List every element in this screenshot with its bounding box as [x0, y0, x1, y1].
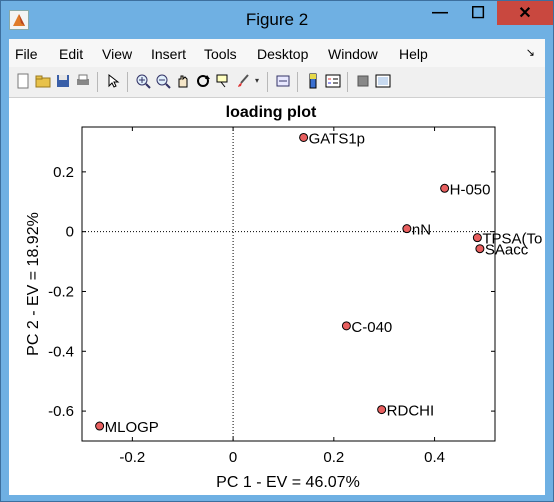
zoom-out-icon[interactable]	[155, 73, 171, 89]
data-point-label: GATS1p	[309, 130, 365, 147]
menu-view[interactable]: View	[102, 46, 132, 62]
link-plot-icon[interactable]	[275, 73, 291, 89]
maximize-button[interactable]: ☐	[459, 1, 497, 25]
x-tick-label: 0.2	[323, 449, 344, 466]
data-point[interactable]	[403, 225, 411, 233]
y-tick-label: 0.2	[53, 164, 74, 181]
menu-help[interactable]: Help	[399, 46, 428, 62]
menu-tools[interactable]: Tools	[204, 46, 237, 62]
zoom-in-icon[interactable]	[135, 73, 151, 89]
y-tick-label: 0	[66, 224, 74, 241]
show-plot-tools-icon[interactable]	[375, 73, 391, 89]
legend-icon[interactable]	[325, 73, 341, 89]
data-point[interactable]	[473, 234, 481, 242]
data-point-label: RDCHI	[387, 403, 435, 420]
loading-plot-svg[interactable]: loading plot -0.2 0 0.2 0.4 0.2 0 -0.2 -0.4 -0.6…	[9, 98, 545, 495]
toolbar-separator	[267, 72, 268, 92]
menu-insert[interactable]: Insert	[151, 46, 186, 62]
close-icon: ✕	[518, 3, 531, 23]
x-tick-label: 0	[229, 449, 237, 466]
hide-plot-tools-icon[interactable]	[355, 73, 371, 89]
x-axis-label: PC 1 - EV = 46.07%	[216, 474, 360, 491]
open-file-icon[interactable]	[35, 73, 51, 89]
plot-title: loading plot	[226, 104, 317, 121]
menu-desktop[interactable]: Desktop	[257, 46, 308, 62]
rotate-icon[interactable]	[195, 73, 211, 89]
data-cursor-icon[interactable]	[215, 73, 231, 89]
data-point-label: C-040	[351, 319, 392, 336]
data-point-label: nN	[412, 222, 431, 239]
data-point[interactable]	[300, 133, 308, 141]
dock-arrow-icon[interactable]: ↘	[526, 46, 535, 59]
x-tick-label: 0.4	[424, 449, 445, 466]
x-tick-label: -0.2	[119, 449, 145, 466]
data-point[interactable]	[378, 406, 386, 414]
figure-toolbar: ▾	[9, 67, 545, 98]
axes-box[interactable]	[82, 127, 495, 441]
maximize-icon: ☐	[471, 3, 485, 23]
data-point[interactable]	[441, 184, 449, 192]
toolbar-separator	[127, 72, 128, 92]
data-point[interactable]	[96, 422, 104, 430]
y-tick-label: -0.4	[48, 343, 74, 360]
title-bar[interactable]: Figure 2 — ☐ ✕	[1, 1, 553, 39]
pointer-icon[interactable]	[105, 73, 121, 89]
menu-edit[interactable]: Edit	[59, 46, 83, 62]
y-tick-label: -0.2	[48, 283, 74, 300]
data-point-label: H-050	[450, 181, 491, 198]
menu-file[interactable]: File	[15, 46, 38, 62]
data-point[interactable]	[476, 245, 484, 253]
toolbar-separator	[347, 72, 348, 92]
toolbar-separator	[297, 72, 298, 92]
pan-icon[interactable]	[175, 73, 191, 89]
save-icon[interactable]	[55, 73, 71, 89]
data-point[interactable]	[342, 322, 350, 330]
minimize-icon: —	[432, 4, 448, 22]
menu-bar: File Edit View Insert Tools Desktop Wind…	[9, 39, 545, 67]
menu-window[interactable]: Window	[328, 46, 378, 62]
minimize-button[interactable]: —	[421, 1, 459, 25]
y-tick-label: -0.6	[48, 403, 74, 420]
toolbar-separator	[97, 72, 98, 92]
new-figure-icon[interactable]	[15, 73, 31, 89]
data-point-label: SAacc	[485, 242, 529, 259]
close-button[interactable]: ✕	[497, 1, 553, 25]
print-icon[interactable]	[75, 73, 91, 89]
brush-icon[interactable]	[235, 73, 251, 89]
data-point-label: MLOGP	[105, 419, 159, 436]
colorbar-icon[interactable]	[305, 73, 321, 89]
brush-dropdown-icon[interactable]: ▾	[253, 73, 261, 89]
y-axis-label: PC 2 - EV = 18.92%	[25, 212, 42, 356]
figure-canvas[interactable]: loading plot -0.2 0 0.2 0.4 0.2 0 -0.2 -0.4 -0.6…	[9, 98, 545, 495]
figure-client-area: File Edit View Insert Tools Desktop Wind…	[9, 39, 545, 495]
